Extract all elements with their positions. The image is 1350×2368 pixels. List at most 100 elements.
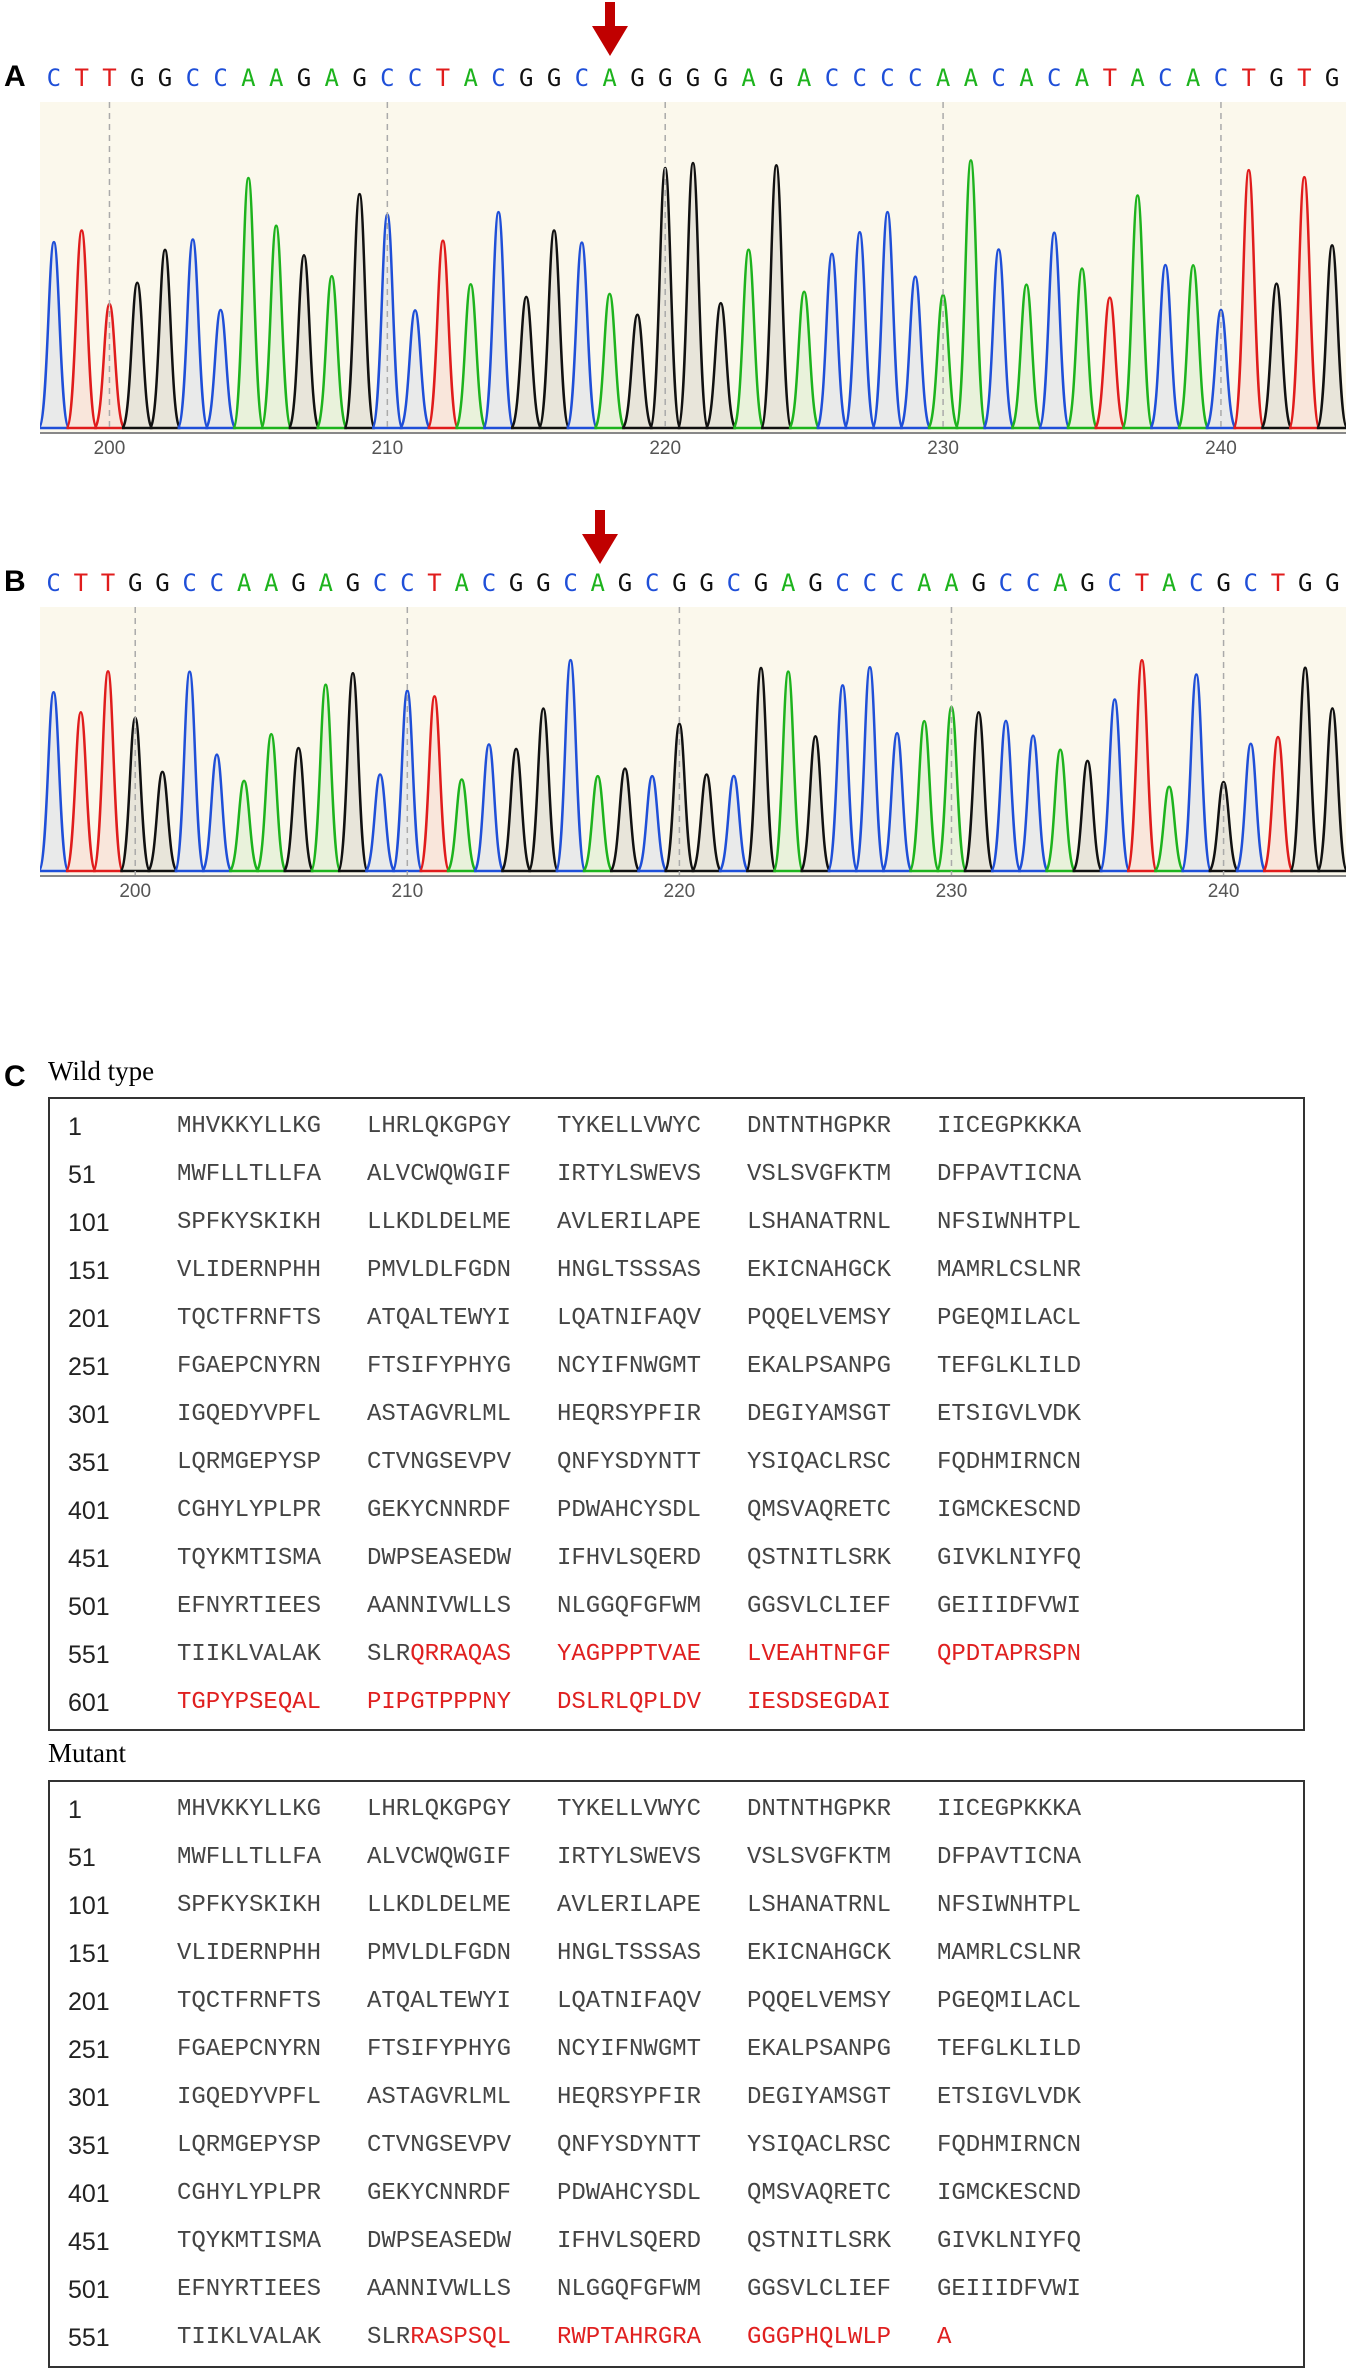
residue-block: MWFLLTLLFA [177,1161,322,1188]
base-call: C [889,569,905,597]
base-call: C [908,64,923,92]
mutation-arrow-icon-a [592,2,628,56]
trace-peak [418,695,451,873]
residue-block: FGAEPCNYRN [177,1353,322,1380]
residue-block: MHVKKYLLKG [177,1796,322,1823]
residue-block: MHVKKYLLKG [177,1113,322,1140]
base-call: C [182,569,197,597]
base-call: A [1185,64,1201,92]
residue-block: LQATNIFAQV [557,1305,702,1332]
mutation-arrow-icon-b [582,510,618,564]
residue-block: VLIDERNPHH [177,1940,322,1967]
tick-label: 230 [935,881,968,902]
base-call: T [1134,569,1150,597]
base-call: T [74,64,89,92]
base-call: G [508,569,524,597]
trace-peak [620,313,654,430]
base-call: G [672,569,687,597]
residue-number: 301 [68,1401,110,1429]
trace-peak [472,743,506,873]
residue-block: IESDSEGDAI [747,1689,892,1716]
trace-peak [363,773,397,873]
residue-block: HEQRSYPFIR [557,1401,702,1428]
residue-block: TYKELLVWYC [557,1796,702,1823]
tick-label: 220 [649,438,682,459]
tick-label: 210 [391,881,424,902]
residue-block: QNFYSDYNTT [557,1449,702,1476]
residue-block: FTSIFYPHYG [367,2036,512,2063]
trace-peak [1260,282,1294,430]
residue-number: 351 [68,2132,110,2160]
base-call: G [352,64,367,92]
base-call: G [753,569,769,597]
trace-peak [989,719,1023,873]
base-call: A [241,64,256,92]
residue-block: DSLRLQPLDV [557,1689,702,1716]
panel-letter-c: C [4,1060,26,1093]
base-call: G [296,64,312,92]
base-call: C [1243,569,1258,597]
residue-block: NLGGQFGFWM [557,2276,702,2303]
trace-peak [799,735,832,873]
tick-label: 200 [119,881,152,902]
sequence-row: 351 LQRMGEPYSP CTVNGSEVPV QNFYSDYNTT YSIQACL… [50,2124,1303,2168]
sequence-row: 151 VLIDERNPHH PMVLDLFGDN HNGLTSSSAS EKICNAH… [50,1932,1303,1976]
trace-peak [1287,175,1321,430]
residue-block: YSIQACLRSC [747,1449,892,1476]
trace-peak [391,689,424,873]
base-call: A [324,64,339,92]
base-call: G [1080,569,1095,597]
base-call: G [546,64,562,92]
base-call: G [1269,64,1284,92]
trace-peak [787,290,821,430]
base-call: T [1270,569,1286,597]
trace-peak [1288,666,1322,873]
base-call: G [1297,569,1313,597]
residue-number: 451 [68,1545,110,1573]
base-call: T [102,64,117,92]
residue-block: PGEQMILACL [937,1988,1082,2015]
residue-block: EKICNAHGCK [747,1940,892,1967]
sequence-row: 51 MWFLLTLLFA ALVCWQWGIF IRTYLSWEVS VSLSVGFK… [50,1836,1303,1880]
residue-block: DEGIYAMSGT [747,2084,892,2111]
base-call: T [100,569,116,597]
base-call: C [852,64,867,92]
residue-block: LSHANATRNL [747,1209,892,1236]
base-call: C [185,64,201,92]
base-call: G [630,64,645,92]
sequence-row: 301 IGQEDYVPFL ASTAGVRLML HEQRSYPFIR DEGIYAM… [50,2076,1303,2120]
residue-number: 1 [68,1796,82,1824]
base-call: C [1213,64,1229,92]
residue-block: FQDHMIRNCN [937,2132,1082,2159]
trace-peak [282,746,315,873]
residue-block: TIIKLVALAK [177,1641,322,1668]
tick-label: 210 [371,438,404,459]
base-call: C [1107,569,1122,597]
residue-block: HEQRSYPFIR [557,2084,702,2111]
residue-number: 51 [68,1844,96,1872]
position-axis-a: 200 210 220 230 240 [40,438,1346,468]
residue-block: TGPYPSEQAL [177,1689,322,1716]
residue-block: GEKYCNNRDF [367,2180,512,2207]
base-call: C [213,64,228,92]
trace-peak [1315,244,1346,430]
trace-peak [65,229,99,430]
trace-peak [608,767,642,873]
residue-number: 201 [68,1988,110,2016]
trace-peak [509,295,543,430]
mutant-sequence-box: 1 MHVKKYLLKG LHRLQKGPGY TYKELLVWYC DNTNTHGPK… [48,1780,1305,2368]
base-call: G [1325,569,1340,597]
tick-label: 240 [1205,438,1237,459]
residue-number: 501 [68,1593,110,1621]
residue-block: PQQELVEMSY [747,1305,892,1332]
residue-block: RASPSQL [410,2324,512,2351]
base-call: T [73,569,89,597]
residue-block: GIVKLNIYFQ [937,2228,1082,2255]
trace-peak [255,732,288,873]
base-call: G [1216,569,1231,597]
trace-peak [1121,194,1155,430]
residue-block: IFHVLSQERD [557,1545,702,1572]
residue-block: CTVNGSEVPV [367,2132,512,2159]
residue-number: 101 [68,1209,110,1237]
